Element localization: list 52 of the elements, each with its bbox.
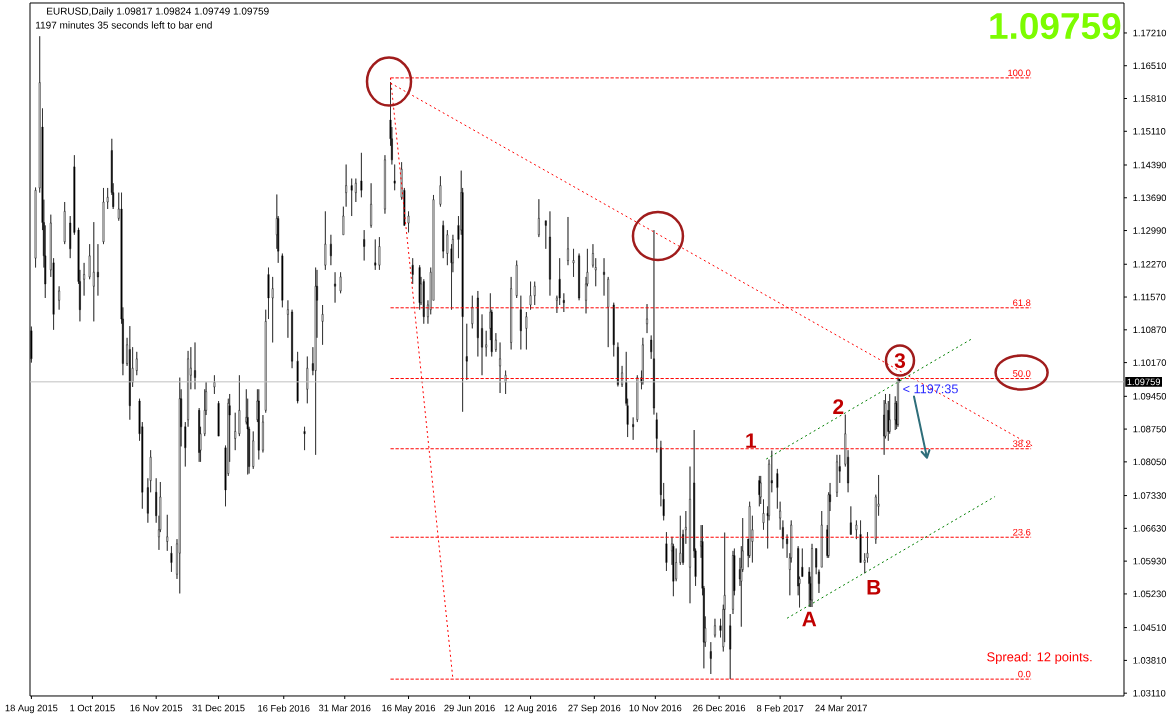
y-tick-label: 1.08750: [1133, 425, 1167, 433]
y-tick-label: 1.03810: [1133, 657, 1167, 664]
y-tick-label: 1.07330: [1133, 492, 1167, 499]
y-tick-label: 1.10870: [1133, 326, 1167, 334]
y-tick-label: 1.05230: [1133, 590, 1167, 598]
y-tick-label: 1.15810: [1133, 95, 1167, 102]
annotation: 3: [894, 353, 906, 368]
y-tick-label: 1.05930: [1133, 557, 1167, 565]
y-tick-label: 1.04510: [1133, 624, 1167, 631]
x-tick-label: 27 Sep 2016: [568, 704, 621, 714]
x-tick-label: 16 Feb 2016: [258, 704, 310, 712]
x-tick-label: 12 Aug 2016: [504, 704, 557, 714]
x-tick-label: 10 Nov 2016: [629, 704, 682, 712]
y-tick-label: 1.09450: [1133, 393, 1167, 400]
annotation: 1.09759: [990, 12, 1121, 40]
chart-title: EURUSD,Daily 1.09817 1.09824 1.09749 1.09759: [47, 7, 269, 17]
y-tick-label: 1.08050: [1133, 458, 1167, 466]
y-tick-label: 1.17210: [1133, 29, 1167, 37]
y-tick-label: 1.12270: [1133, 260, 1167, 268]
y-tick-label: 1.11570: [1133, 293, 1166, 301]
series-label: 0.0: [1018, 670, 1031, 678]
y-tick-label: 1.06630: [1133, 525, 1167, 532]
y-tick-label: 1.13690: [1133, 194, 1167, 202]
x-tick-label: 16 May 2016: [382, 704, 436, 714]
y-tick-label: 1.16510: [1133, 62, 1167, 70]
annotation: Spread: 12 points.: [987, 651, 1092, 665]
annotation: B: [867, 580, 881, 595]
annotation: 1: [746, 433, 757, 448]
y-tick-label: 1.14390: [1133, 161, 1167, 169]
text: 1197 minutes 35 seconds left to bar end: [36, 21, 212, 29]
y-tick-label: 1.15110: [1133, 127, 1166, 135]
series-label: 100.0: [1008, 69, 1031, 77]
series-label: 50.0: [1013, 370, 1031, 377]
x-tick-label: 16 Nov 2015: [130, 704, 183, 712]
annotation: 2: [833, 399, 844, 414]
y-tick-label: 1.12990: [1133, 227, 1167, 234]
x-tick-label: 29 Jun 2016: [444, 704, 495, 712]
series-label: 23.6: [1013, 528, 1031, 536]
x-tick-label: 1 Oct 2015: [70, 704, 115, 712]
series-label: 61.8: [1013, 299, 1031, 307]
annotation: A: [802, 611, 817, 627]
y-tick-label: 1.03110: [1133, 689, 1166, 697]
series-label: 38.2: [1013, 440, 1031, 447]
x-tick-label: 18 Aug 2015: [5, 704, 58, 714]
x-tick-label: 26 Dec 2016: [693, 704, 746, 712]
annotation: < 1197:35: [903, 384, 958, 394]
x-tick-label: 24 Mar 2017: [815, 704, 867, 712]
y-tick-label: 1.10170: [1133, 359, 1167, 366]
ref-line-label: 1.09759: [1127, 378, 1161, 386]
x-tick-label: 31 Mar 2016: [318, 704, 371, 712]
x-tick-label: 8 Feb 2017: [756, 704, 804, 712]
x-tick-label: 31 Dec 2015: [192, 704, 245, 712]
